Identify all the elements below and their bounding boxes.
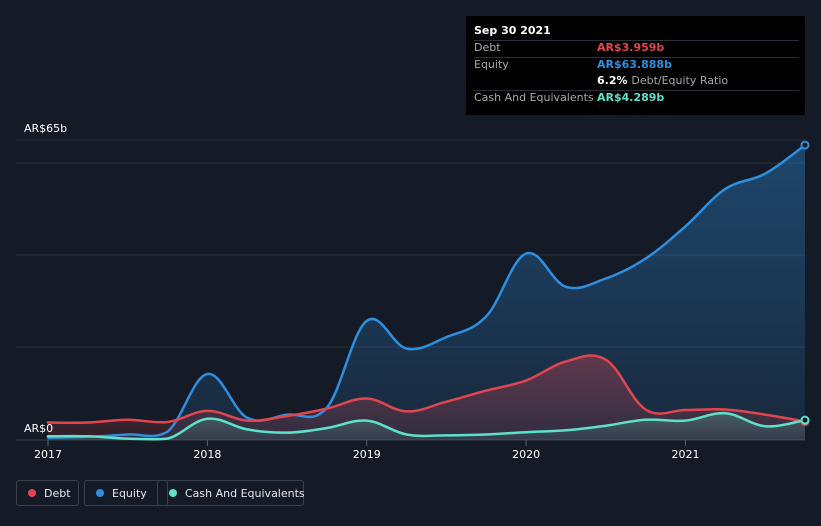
y-axis-label-max: AR$65b xyxy=(24,122,67,135)
tooltip: Sep 30 2021 Debt AR$3.959b Equity AR$63.… xyxy=(466,16,805,115)
tooltip-row-ratio: 6.2% Debt/Equity Ratio xyxy=(466,73,805,90)
equity-end-marker xyxy=(800,140,810,150)
tooltip-row-debt: Debt AR$3.959b xyxy=(466,40,805,57)
legend-debt-label: Debt xyxy=(44,487,71,500)
cash-end-marker xyxy=(800,415,810,425)
tooltip-debt-label: Debt xyxy=(474,41,501,54)
tooltip-divider xyxy=(474,57,799,58)
legend-item-debt[interactable]: Debt xyxy=(16,480,79,506)
tooltip-ratio-value: 6.2% xyxy=(597,74,628,87)
legend-equity-label: Equity xyxy=(112,487,147,500)
cash-line xyxy=(46,411,807,441)
tooltip-cash-label: Cash And Equivalents xyxy=(474,91,594,104)
x-tick-label: 2019 xyxy=(353,448,381,461)
tooltip-debt-value: AR$3.959b xyxy=(597,41,665,54)
x-tick-label: 2017 xyxy=(34,448,62,461)
tooltip-cash-value: AR$4.289b xyxy=(597,91,665,104)
tooltip-ratio-label: Debt/Equity Ratio xyxy=(631,74,729,87)
tooltip-equity-value: AR$63.888b xyxy=(597,58,672,71)
chart: AR$65b AR$0 2017 2018 2019 2020 2021 xyxy=(16,122,810,461)
legend-item-cash[interactable]: Cash And Equivalents xyxy=(157,480,305,506)
cash-area xyxy=(48,413,805,440)
y-axis-label-min: AR$0 xyxy=(24,422,53,435)
equity-area xyxy=(48,145,805,440)
legend-item-equity[interactable]: Equity xyxy=(84,480,168,506)
tooltip-row-cash: Cash And Equivalents AR$4.289b xyxy=(466,90,805,107)
tooltip-divider xyxy=(474,90,799,91)
x-tick-label: 2018 xyxy=(193,448,221,461)
tooltip-row-equity: Equity AR$63.888b xyxy=(466,57,805,74)
debt-dot-icon xyxy=(28,489,36,497)
tooltip-divider xyxy=(474,40,799,41)
tooltip-equity-label: Equity xyxy=(474,58,509,71)
equity-dot-icon xyxy=(96,489,104,497)
legend-cash-label: Cash And Equivalents xyxy=(185,487,305,500)
cash-dot-icon xyxy=(169,489,177,497)
x-tick-label: 2021 xyxy=(671,448,699,461)
debt-line xyxy=(46,354,807,424)
tooltip-date: Sep 30 2021 xyxy=(474,24,551,37)
x-tick-label: 2020 xyxy=(512,448,540,461)
